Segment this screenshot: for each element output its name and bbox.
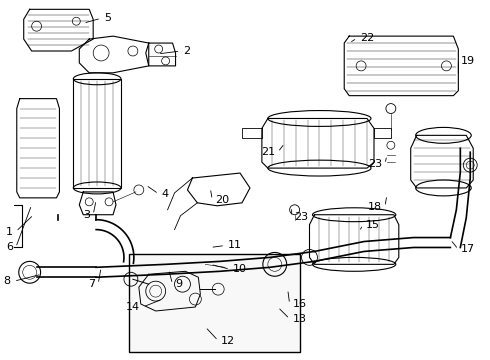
Bar <box>129 255 299 352</box>
Text: 4: 4 <box>162 189 169 199</box>
Text: 14: 14 <box>126 302 140 312</box>
Text: 11: 11 <box>228 240 242 251</box>
Text: 22: 22 <box>360 33 374 43</box>
Text: 1: 1 <box>6 226 13 237</box>
Text: 21: 21 <box>261 147 275 157</box>
Text: 16: 16 <box>293 299 307 309</box>
Text: 15: 15 <box>366 220 380 230</box>
Text: 5: 5 <box>104 13 111 23</box>
Bar <box>74 79 121 188</box>
Text: 20: 20 <box>215 195 229 205</box>
Text: 12: 12 <box>221 336 235 346</box>
Text: 9: 9 <box>175 279 183 289</box>
Text: 19: 19 <box>461 56 475 66</box>
Text: 10: 10 <box>233 264 247 274</box>
Text: 8: 8 <box>4 276 11 286</box>
Text: 3: 3 <box>83 210 90 220</box>
Text: 17: 17 <box>461 244 475 255</box>
Text: 18: 18 <box>368 202 382 212</box>
Text: 23: 23 <box>368 159 382 169</box>
Text: 7: 7 <box>88 279 95 289</box>
Text: 13: 13 <box>293 314 307 324</box>
Text: 6: 6 <box>6 243 13 252</box>
Text: 2: 2 <box>183 46 191 56</box>
Text: 23: 23 <box>294 212 309 222</box>
